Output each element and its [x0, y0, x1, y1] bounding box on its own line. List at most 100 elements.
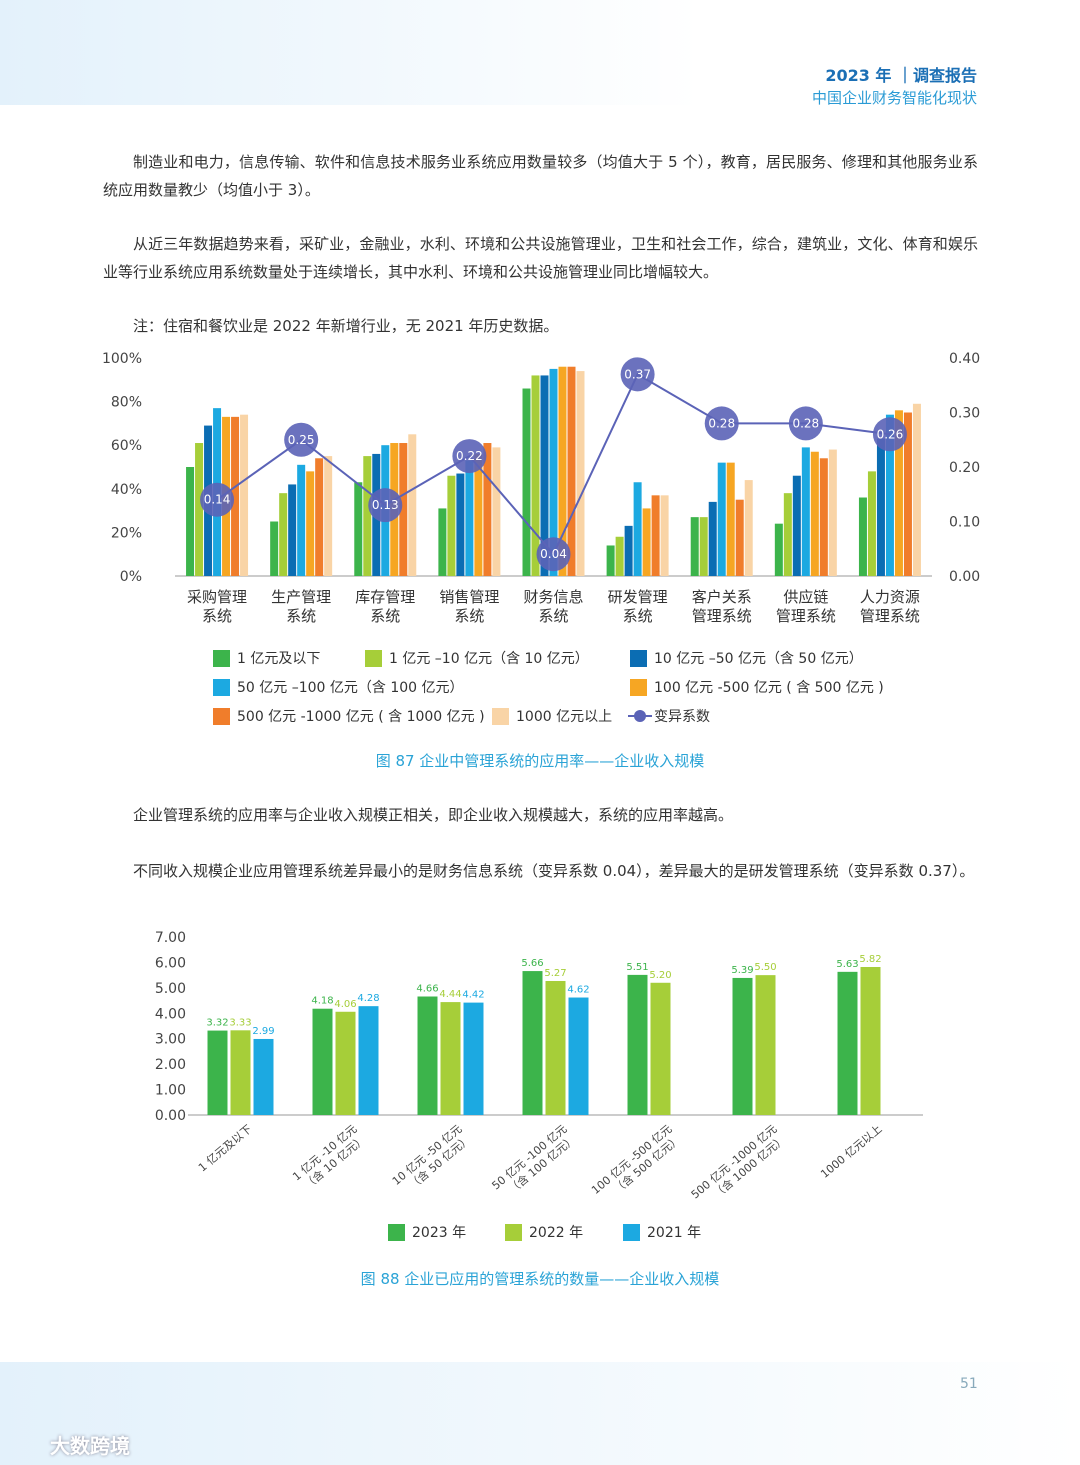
marker-label: 0.37 [624, 367, 651, 381]
bar [708, 501, 717, 576]
bar [627, 974, 648, 1115]
x-tick-label: 1 亿元 -10 亿元（含 10 亿元） [290, 1122, 368, 1194]
bar [774, 523, 783, 576]
bar [253, 1038, 274, 1115]
paragraph: 制造业和电力，信息传输、软件和信息技术服务业系统应用数量较多（均值大于 5 个）… [103, 153, 978, 199]
value-label: 4.66 [416, 984, 438, 995]
legend-swatch [213, 679, 230, 696]
bar [642, 508, 651, 576]
bar [876, 438, 885, 576]
y-tick-label: 40% [111, 482, 142, 498]
paragraph: 不同收入规模企业应用管理系统差异最小的是财务信息系统（变异系数 0.04），差异… [133, 862, 975, 880]
bar [240, 414, 249, 576]
bar [447, 475, 456, 576]
value-label: 5.50 [754, 962, 776, 973]
x-tick-label: 500 亿元 -1000 亿元（含 1000 亿元） [689, 1122, 789, 1212]
line-marker [536, 537, 571, 572]
bar [726, 462, 735, 576]
legend-swatch [213, 708, 230, 725]
marker-label: 0.28 [708, 416, 735, 430]
line-marker [200, 482, 235, 517]
line-marker [704, 406, 739, 441]
header-band [0, 0, 700, 105]
bar [354, 482, 363, 576]
marker-label: 0.22 [456, 449, 483, 463]
x-tick-label: 客户关系管理系统 [692, 588, 752, 625]
bar [885, 414, 894, 576]
value-label: 5.82 [859, 954, 881, 965]
bar [270, 521, 279, 576]
bar [531, 375, 540, 576]
line-marker [872, 417, 907, 452]
value-label: 5.63 [836, 959, 858, 970]
y-tick-label: 6.00 [155, 955, 186, 971]
bar [230, 1030, 251, 1115]
bar [801, 447, 810, 576]
value-label: 2.99 [252, 1026, 274, 1037]
legend-swatch [505, 1224, 522, 1241]
y2-tick-label: 0.30 [949, 406, 980, 422]
y-tick-label: 60% [111, 438, 142, 454]
bar [207, 1030, 228, 1115]
bar [860, 967, 881, 1115]
y-tick-label: 2.00 [155, 1057, 186, 1073]
y-tick-label: 7.00 [155, 930, 186, 946]
bar [522, 388, 531, 576]
x-tick-label: 1 亿元及以下 [196, 1122, 255, 1174]
bar [363, 456, 372, 576]
bar [492, 447, 501, 576]
x-tick-label: 100 亿元 -500 亿元（含 500 亿元） [589, 1122, 683, 1207]
bar [867, 471, 876, 576]
line-marker [788, 406, 823, 441]
bar [912, 403, 921, 576]
value-label: 4.62 [567, 985, 589, 996]
value-label: 4.44 [439, 989, 461, 1000]
legend-label: 2021 年 [647, 1225, 701, 1241]
bar [828, 449, 837, 576]
bar [810, 451, 819, 576]
paragraph: 从近三年数据趋势来看，采矿业，金融业，水利、环境和公共设施管理业，卫生和社会工作… [103, 235, 978, 281]
y2-tick-label: 0.40 [949, 351, 980, 367]
marker-label: 0.14 [204, 493, 231, 507]
bar [903, 412, 912, 576]
x-tick-label: 50 亿元 -100 亿元（含 100 亿元） [489, 1122, 578, 1203]
legend-label: 100 亿元 -500 亿元 ( 含 500 亿元 ) [654, 680, 884, 696]
bar [567, 366, 576, 576]
marker-label: 0.28 [792, 416, 819, 430]
bar [545, 980, 566, 1115]
bar [717, 462, 726, 576]
bar [438, 508, 447, 576]
x-tick-label: 供应链管理系统 [776, 588, 836, 625]
value-label: 5.51 [626, 962, 648, 973]
bar [335, 1011, 356, 1115]
bar [615, 536, 624, 576]
chart-title: 图 87 企业中管理系统的应用率——企业收入规模 [376, 752, 705, 770]
bar [633, 482, 642, 576]
bar [744, 480, 753, 576]
bar [624, 525, 633, 576]
y2-tick-label: 0.20 [949, 460, 980, 476]
legend-swatch [213, 650, 230, 667]
chart-title: 图 88 企业已应用的管理系统的数量——企业收入规模 [361, 1270, 720, 1288]
paragraph: 企业管理系统的应用率与企业收入规模正相关，即企业收入规模越大，系统的应用率越高。 [133, 806, 734, 824]
y2-tick-label: 0.00 [949, 569, 980, 585]
legend-swatch [492, 708, 509, 725]
bar [483, 443, 492, 576]
bar [358, 1006, 379, 1115]
legend-label: 1 亿元及以下 [237, 651, 320, 667]
legend-label: 2022 年 [529, 1225, 583, 1241]
bar [456, 473, 465, 576]
value-label: 4.28 [357, 993, 379, 1004]
legend-label: 500 亿元 -1000 亿元 ( 含 1000 亿元 ) [237, 709, 485, 725]
legend-swatch [388, 1224, 405, 1241]
header-title: 2023 年 ｜调查报告 [825, 66, 977, 85]
bar [894, 410, 903, 576]
bar [606, 545, 615, 576]
note: 注：住宿和餐饮业是 2022 年新增行业，无 2021 年历史数据。 [133, 317, 559, 335]
bar [399, 443, 408, 576]
y-tick-label: 1.00 [155, 1083, 186, 1099]
bar [440, 1002, 461, 1115]
x-tick-label: 人力资源管理系统 [860, 588, 920, 625]
y-tick-label: 5.00 [155, 981, 186, 997]
